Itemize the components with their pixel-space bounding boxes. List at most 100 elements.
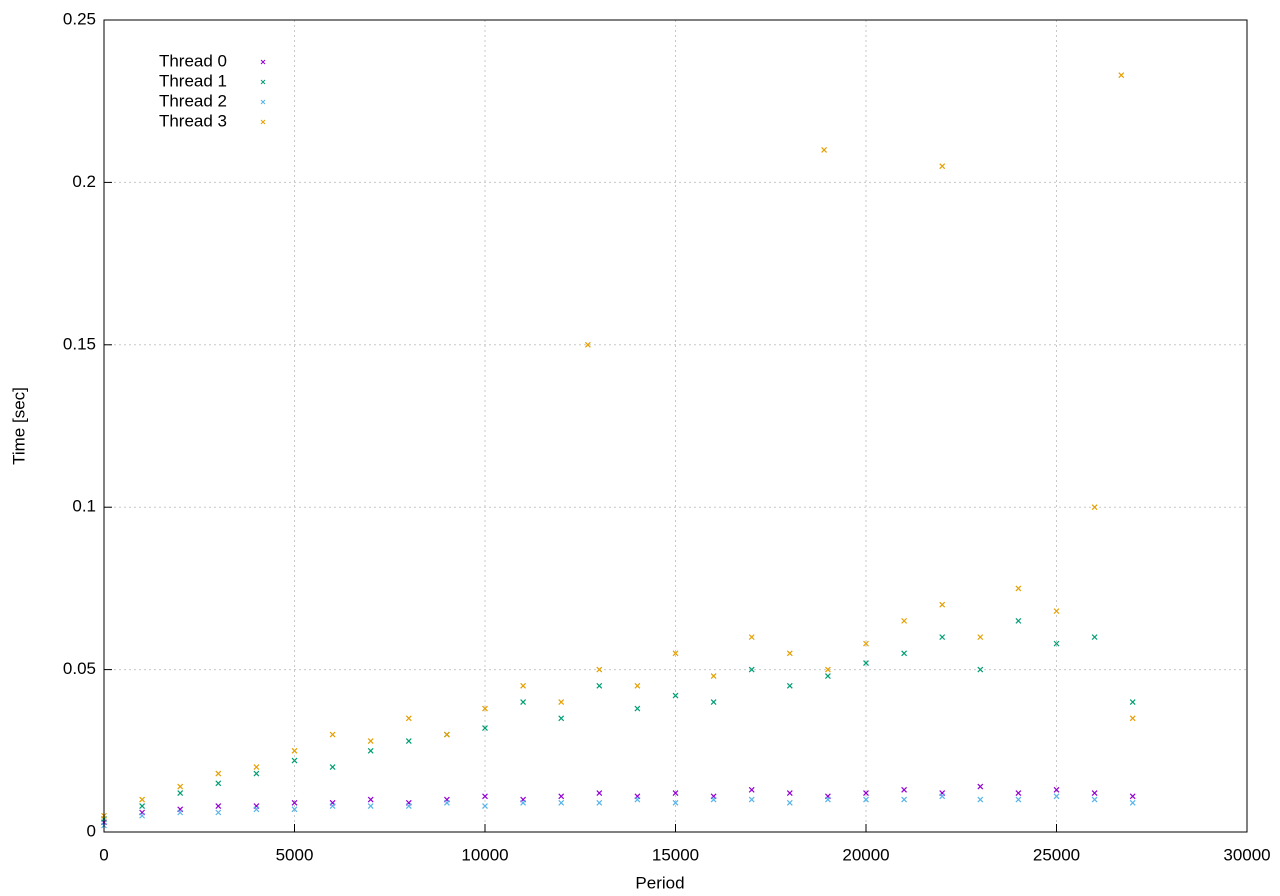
x-tick-label: 15000	[652, 845, 699, 864]
data-point	[177, 790, 184, 796]
data-point	[1091, 790, 1098, 796]
data-point	[215, 809, 222, 816]
data-point	[329, 731, 336, 738]
data-point	[329, 803, 336, 809]
data-point	[558, 699, 565, 706]
data-point	[634, 682, 641, 689]
data-point	[748, 634, 755, 641]
data-point	[863, 790, 869, 796]
data-point	[1015, 790, 1022, 796]
data-point	[1091, 504, 1098, 511]
y-tick-label: 0.25	[63, 9, 96, 28]
data-point	[1015, 617, 1022, 624]
data-point	[977, 783, 984, 790]
data-point	[405, 803, 412, 809]
data-point	[1015, 796, 1022, 803]
data-point	[139, 796, 146, 803]
data-point	[786, 790, 793, 796]
data-point	[901, 786, 908, 793]
data-point	[215, 780, 222, 787]
data-point	[786, 799, 793, 806]
legend-label: Thread 2	[159, 91, 227, 110]
x-tick-label: 10000	[461, 845, 508, 864]
data-point	[710, 699, 717, 706]
legend-marker	[260, 79, 266, 85]
data-point	[786, 682, 793, 689]
legend-marker	[260, 59, 266, 65]
y-tick-label: 0.15	[63, 334, 96, 353]
y-tick-label: 0.05	[63, 659, 96, 678]
data-point	[558, 793, 565, 800]
data-point	[558, 715, 565, 722]
data-point	[672, 692, 679, 699]
data-point	[482, 793, 488, 800]
data-point	[405, 738, 412, 744]
data-point	[1053, 608, 1060, 615]
data-point	[139, 812, 146, 819]
data-point	[939, 634, 946, 641]
data-point	[329, 764, 336, 770]
data-point	[405, 715, 412, 722]
data-point	[520, 799, 527, 806]
x-tick-label: 20000	[842, 845, 889, 864]
data-point	[710, 796, 717, 803]
x-tick-label: 30000	[1223, 845, 1270, 864]
data-point	[634, 705, 641, 712]
data-point	[177, 783, 184, 790]
data-point	[291, 806, 298, 813]
data-point	[977, 634, 984, 641]
data-point	[291, 799, 298, 806]
y-tick-label: 0	[87, 821, 96, 840]
data-point	[367, 796, 374, 803]
data-point	[748, 796, 755, 803]
data-point	[1129, 799, 1136, 806]
data-point	[863, 796, 869, 803]
data-point	[443, 731, 450, 738]
data-point	[977, 796, 984, 803]
data-point	[824, 666, 831, 673]
data-point	[215, 770, 222, 777]
data-point	[139, 803, 146, 809]
data-point	[1129, 699, 1136, 706]
data-point	[901, 617, 908, 624]
data-point	[596, 790, 603, 796]
data-point	[482, 705, 488, 712]
data-point	[596, 666, 603, 673]
legend-label: Thread 0	[159, 51, 227, 70]
plot-frame	[103, 19, 1248, 833]
legend-label: Thread 3	[159, 111, 227, 130]
data-point	[253, 806, 260, 813]
x-tick-label: 0	[99, 845, 108, 864]
data-point	[367, 738, 374, 744]
data-point	[1053, 640, 1060, 647]
data-point	[367, 747, 374, 754]
data-point	[584, 341, 591, 348]
data-point	[1129, 793, 1136, 800]
data-point	[939, 163, 946, 170]
data-point	[558, 799, 565, 806]
data-point	[596, 682, 603, 689]
data-point	[863, 640, 869, 647]
data-point	[786, 650, 793, 657]
data-point	[1091, 634, 1098, 641]
x-tick-label: 25000	[1033, 845, 1080, 864]
data-point	[482, 725, 488, 731]
data-point	[977, 666, 984, 673]
data-point	[748, 786, 755, 793]
y-tick-label: 0.1	[72, 497, 96, 516]
data-point	[824, 673, 831, 680]
data-point	[291, 757, 298, 764]
data-point	[1129, 715, 1136, 722]
data-point	[634, 796, 641, 803]
data-point	[215, 803, 222, 809]
data-point	[443, 799, 450, 806]
data-point	[367, 803, 374, 809]
data-point	[291, 747, 298, 754]
data-point	[748, 666, 755, 673]
data-point	[901, 650, 908, 657]
data-point	[672, 799, 679, 806]
data-point	[1091, 796, 1098, 803]
data-point	[863, 660, 869, 667]
data-point	[821, 146, 828, 153]
